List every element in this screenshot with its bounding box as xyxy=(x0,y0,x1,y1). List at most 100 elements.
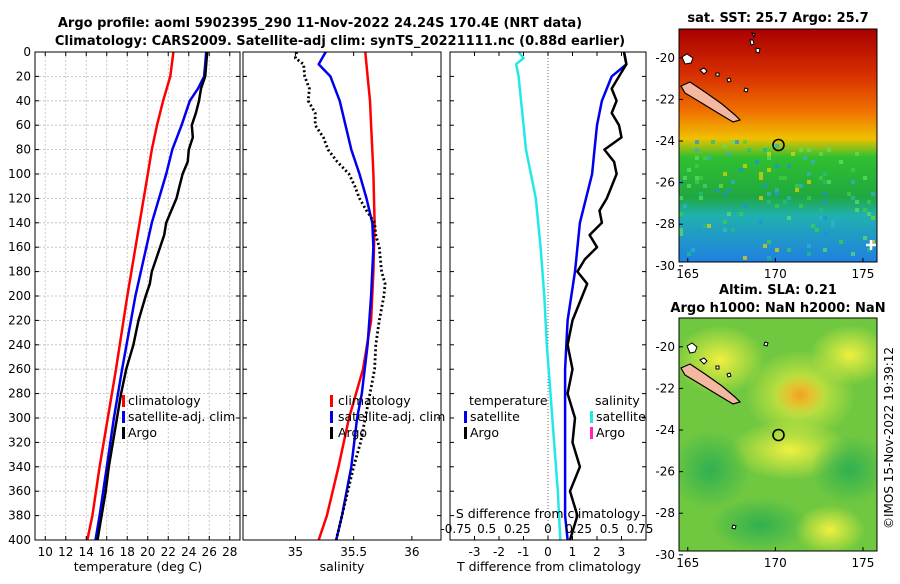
argo-position-marker xyxy=(772,428,785,442)
sst-pixel xyxy=(831,220,835,224)
y-tick-label: 280 xyxy=(8,387,31,401)
sst-pixel xyxy=(731,140,735,144)
plus-marker xyxy=(866,240,876,250)
sst-pixel xyxy=(699,196,703,200)
sst-pixel xyxy=(867,212,871,216)
map-y-tick-label: -26 xyxy=(655,176,675,190)
sst-pixel xyxy=(863,208,867,212)
legend-swatch-climatology xyxy=(330,395,333,407)
map-x-tick-label: 175 xyxy=(852,267,875,281)
sst-pixel xyxy=(855,152,859,156)
sst-pixel xyxy=(679,228,683,232)
sst-pixel xyxy=(727,188,731,192)
legend-label-satellite: satellite-adj. clim xyxy=(128,409,235,424)
x-tick-label: 28 xyxy=(222,545,237,559)
y-tick-label: 20 xyxy=(16,69,31,83)
sla-blob xyxy=(810,435,877,505)
sst-pixel xyxy=(827,180,831,184)
figure-title-line1: Argo profile: aoml 5902395_290 11-Nov-20… xyxy=(58,16,582,31)
sst-pixel xyxy=(867,248,871,252)
series-temperature-satellite xyxy=(563,51,628,541)
sst-pixel xyxy=(759,196,763,200)
map-y-tick-label: -20 xyxy=(655,51,675,65)
map-x-tick-label: 175 xyxy=(852,556,875,570)
sst-pixel xyxy=(691,244,695,248)
legend-label-sal-satellite: satellite xyxy=(596,409,646,424)
sst-pixel xyxy=(679,180,683,184)
sla-blob xyxy=(710,497,810,551)
y-tick-label: 40 xyxy=(16,94,31,108)
figure-title-line2: Climatology: CARS2009. Satellite-adj cli… xyxy=(55,34,625,49)
map-y-tick-label: -24 xyxy=(655,423,675,437)
sst-pixel xyxy=(775,188,779,192)
sst-pixel xyxy=(823,180,827,184)
sst-pixel xyxy=(767,168,771,172)
sst-pixel xyxy=(695,140,699,144)
sst-pixel xyxy=(719,184,723,188)
sst-pixel xyxy=(767,156,771,160)
sst-pixel xyxy=(695,148,699,152)
sst-pixel xyxy=(755,160,759,164)
difference-xlabel: T difference from climatology xyxy=(456,559,642,574)
map-y-tick-label: -28 xyxy=(655,217,675,231)
x-tick-label: 35.5 xyxy=(340,545,367,559)
sst-pixel xyxy=(807,244,811,248)
legend-label-climatology: climatology xyxy=(338,393,411,408)
sst-pixel xyxy=(703,224,707,228)
sst-pixel xyxy=(763,244,767,248)
sst-pixel xyxy=(871,240,875,244)
sst-pixel xyxy=(707,248,711,252)
map-y-tick-label: -30 xyxy=(655,548,675,562)
sla-blob xyxy=(679,430,750,510)
sst-pixel xyxy=(787,216,791,220)
legend-label-climatology: climatology xyxy=(128,393,201,408)
axes-frame xyxy=(242,51,442,541)
sst-pixel xyxy=(743,164,747,168)
legend-swatch-temp-argo xyxy=(464,427,467,439)
sla-blob xyxy=(795,505,865,551)
x-tick-label: 1 xyxy=(569,545,577,559)
sst-pixel xyxy=(759,176,763,180)
x-tick-label: 35 xyxy=(288,545,303,559)
y-tick-label: 360 xyxy=(8,484,31,498)
sst-pixel xyxy=(807,180,811,184)
x-tick-label: 20 xyxy=(140,545,155,559)
sst-pixel xyxy=(823,216,827,220)
sst-pixel xyxy=(823,232,827,236)
island-shapes xyxy=(686,341,769,530)
sst-pixel xyxy=(743,140,747,144)
difference-panel: -3 -2 -1 0 1 2 3 -0.75 0.5 0.25 0 0.25 0.5 0.75 xyxy=(440,51,653,559)
legend-swatch-sal-satellite xyxy=(590,411,593,423)
sst-pixel xyxy=(823,248,827,252)
sst-pixel xyxy=(803,156,807,160)
map-y-tick-label: -26 xyxy=(655,465,675,479)
sst-pixel xyxy=(819,216,823,220)
legend-swatch-argo xyxy=(330,427,333,439)
sst-pixel xyxy=(683,204,687,208)
top-x-tick-label: 0.25 xyxy=(565,522,592,536)
sst-pixel xyxy=(759,244,763,248)
x-tick-label: -2 xyxy=(493,545,505,559)
sst-pixel xyxy=(823,200,827,204)
sst-pixel xyxy=(851,180,855,184)
y-tick-label: 300 xyxy=(8,411,31,425)
sst-pixel xyxy=(867,200,871,204)
sst-pixel xyxy=(707,224,711,228)
sst-pixel xyxy=(823,192,827,196)
y-tick-label: 260 xyxy=(8,362,31,376)
sst-pixel xyxy=(763,148,767,152)
sst-pixel xyxy=(819,152,823,156)
sst-pixel xyxy=(703,156,707,160)
series-temperature-argo xyxy=(566,51,628,541)
sst-pixel xyxy=(807,148,811,152)
sst-pixel xyxy=(739,212,743,216)
series-salinity-satellite xyxy=(514,51,562,541)
sst-pixel xyxy=(703,184,707,188)
sst-pixel xyxy=(799,204,803,208)
sst-pixel xyxy=(691,248,695,252)
map-y-tick-label: -28 xyxy=(655,506,675,520)
sst-pixel xyxy=(791,152,795,156)
sst-pixel xyxy=(787,164,791,168)
sst-pixel xyxy=(831,224,835,228)
x-tick-label: -1 xyxy=(518,545,530,559)
